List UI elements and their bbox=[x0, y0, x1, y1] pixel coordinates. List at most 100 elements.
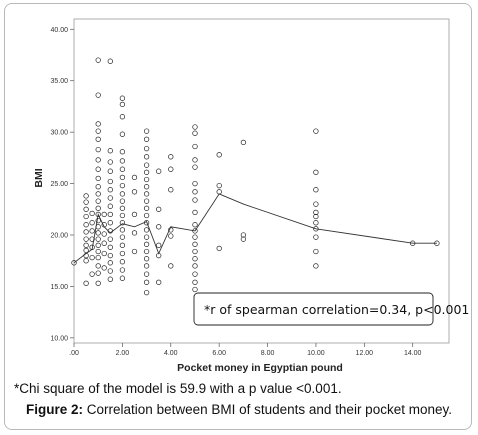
caption-text: Correlation between BMI of students and … bbox=[83, 402, 452, 417]
data-point bbox=[168, 166, 174, 172]
data-point bbox=[119, 212, 126, 219]
data-point bbox=[143, 227, 150, 233]
data-point bbox=[192, 222, 198, 228]
data-point bbox=[89, 236, 95, 242]
data-point bbox=[95, 263, 101, 269]
data-point bbox=[313, 220, 319, 226]
data-point bbox=[192, 130, 198, 136]
data-point bbox=[119, 101, 126, 108]
data-point bbox=[119, 220, 126, 226]
data-point bbox=[107, 252, 113, 259]
data-point bbox=[119, 182, 126, 189]
data-point bbox=[119, 198, 126, 204]
data-point bbox=[95, 248, 101, 255]
data-point bbox=[216, 152, 222, 158]
data-point bbox=[143, 198, 150, 204]
annotation-text: *r of spearman correlation=0.34, p<0.001 bbox=[204, 302, 469, 317]
data-point bbox=[83, 222, 89, 228]
data-point bbox=[240, 232, 247, 238]
data-point bbox=[119, 205, 126, 211]
data-point bbox=[95, 191, 101, 197]
y-tick-label: 20.00 bbox=[50, 233, 68, 240]
data-point bbox=[107, 260, 113, 266]
data-point bbox=[107, 148, 113, 154]
data-point bbox=[107, 195, 113, 201]
data-point bbox=[143, 263, 150, 269]
data-point bbox=[95, 198, 101, 204]
data-point bbox=[143, 241, 150, 247]
data-point bbox=[89, 271, 95, 277]
data-point bbox=[143, 136, 150, 142]
data-point bbox=[83, 236, 89, 242]
data-point bbox=[131, 211, 138, 218]
data-point bbox=[95, 270, 101, 276]
data-point bbox=[168, 227, 174, 233]
data-point bbox=[101, 231, 107, 237]
data-points bbox=[71, 57, 440, 296]
y-tick-label: 30.00 bbox=[50, 130, 68, 137]
data-point bbox=[95, 121, 101, 127]
data-point bbox=[107, 58, 113, 64]
data-point bbox=[313, 209, 319, 216]
data-point bbox=[119, 250, 126, 257]
y-tick-label: 10.00 bbox=[50, 335, 68, 342]
data-point bbox=[216, 245, 222, 252]
y-tick-label: 35.00 bbox=[50, 78, 68, 85]
data-point bbox=[313, 213, 319, 220]
data-point bbox=[95, 57, 101, 63]
data-point bbox=[192, 164, 198, 170]
data-point bbox=[143, 169, 150, 175]
data-point bbox=[119, 114, 126, 120]
data-point bbox=[410, 240, 416, 246]
plot-area bbox=[73, 18, 450, 344]
data-point bbox=[192, 234, 198, 240]
data-point bbox=[192, 263, 198, 269]
data-point bbox=[95, 236, 101, 242]
data-point bbox=[192, 157, 198, 163]
figure-caption: Figure 2: Correlation between BMI of stu… bbox=[0, 402, 478, 417]
y-tick-label: 15.00 bbox=[50, 284, 68, 291]
data-point bbox=[192, 271, 198, 277]
data-point bbox=[83, 206, 89, 212]
data-point bbox=[156, 168, 162, 174]
data-point bbox=[89, 228, 95, 234]
scatter-chart: 10.00 15.00 20.00 25.00 30.00 35.00 40.00 .00 2… bbox=[33, 18, 469, 374]
x-tick-label: 8.00 bbox=[261, 350, 275, 357]
data-point bbox=[119, 158, 126, 164]
data-point bbox=[95, 254, 101, 261]
data-point bbox=[313, 234, 319, 240]
data-point bbox=[192, 248, 198, 255]
data-point bbox=[156, 242, 162, 248]
data-point bbox=[89, 244, 95, 250]
data-point bbox=[168, 154, 174, 160]
data-point bbox=[95, 217, 101, 224]
y-tick-label: 40.00 bbox=[50, 27, 68, 34]
data-point bbox=[95, 146, 101, 153]
data-point bbox=[107, 244, 113, 250]
data-point bbox=[313, 248, 319, 255]
data-point bbox=[143, 184, 150, 190]
data-point bbox=[119, 242, 126, 248]
data-point bbox=[192, 124, 198, 130]
data-point bbox=[119, 95, 126, 101]
data-point bbox=[83, 247, 89, 254]
data-point bbox=[216, 182, 222, 189]
data-point bbox=[192, 228, 198, 234]
data-point bbox=[156, 206, 162, 212]
data-point bbox=[83, 193, 89, 199]
data-point bbox=[143, 212, 150, 219]
x-tick-label: .00 bbox=[69, 350, 79, 357]
data-point bbox=[192, 180, 198, 187]
data-point bbox=[95, 211, 101, 218]
data-point bbox=[143, 176, 150, 183]
data-point bbox=[95, 136, 101, 142]
data-point bbox=[107, 203, 113, 209]
data-point bbox=[143, 162, 150, 168]
data-point bbox=[143, 145, 150, 152]
data-point bbox=[131, 248, 138, 255]
y-tick-label: 25.00 bbox=[50, 181, 68, 188]
annotation-box bbox=[193, 292, 434, 326]
data-point bbox=[95, 175, 101, 182]
data-point bbox=[313, 201, 319, 207]
data-point bbox=[131, 230, 138, 236]
